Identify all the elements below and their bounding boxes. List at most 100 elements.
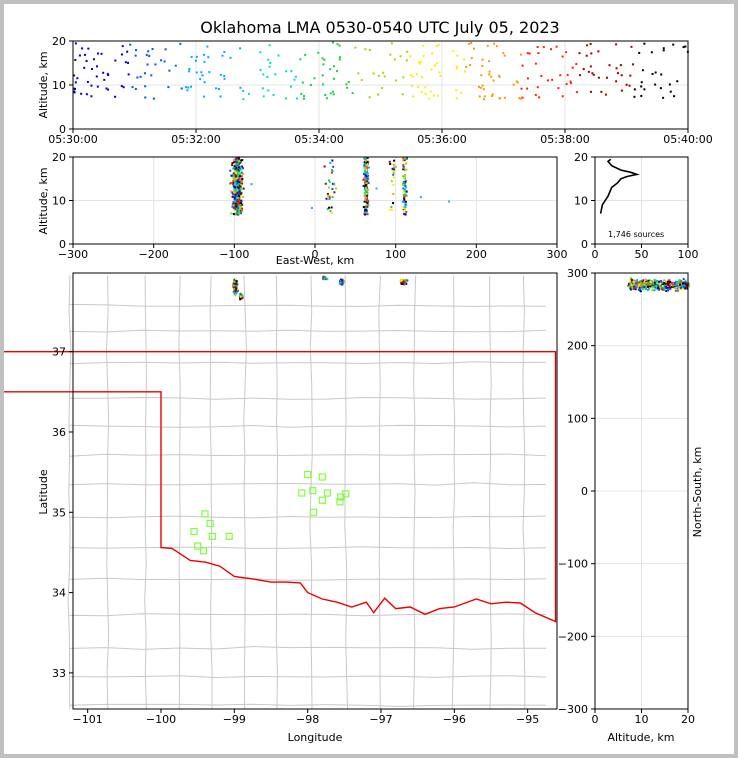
source-point	[419, 196, 422, 199]
source-point	[658, 284, 661, 287]
time-tick-label: 05:36:00	[417, 133, 466, 146]
source-point	[645, 283, 648, 286]
source-point	[652, 283, 655, 286]
source-point	[405, 278, 408, 281]
altitude-tick-label: 10	[52, 195, 66, 208]
source-point	[235, 291, 238, 294]
source-point	[389, 162, 392, 165]
county-line	[522, 275, 526, 710]
source-point	[232, 174, 235, 177]
source-point	[231, 164, 234, 167]
source-point	[608, 64, 611, 67]
source-point	[390, 208, 393, 211]
source-point	[326, 207, 329, 210]
source-point	[364, 169, 367, 172]
source-point	[565, 83, 568, 86]
source-point	[681, 288, 684, 291]
source-point	[575, 63, 578, 66]
source-point	[402, 193, 405, 196]
source-point	[274, 73, 277, 76]
source-point	[654, 83, 657, 86]
source-point	[403, 157, 406, 160]
source-point	[671, 284, 674, 287]
source-point	[234, 178, 237, 181]
source-point	[666, 284, 669, 287]
altitude-tick-label: 10	[635, 713, 649, 726]
source-point	[456, 65, 459, 68]
source-point	[666, 281, 669, 284]
source-point	[555, 45, 558, 48]
source-point	[239, 205, 242, 208]
source-point	[366, 205, 369, 208]
source-point	[290, 70, 293, 73]
source-point	[127, 61, 130, 64]
source-point	[456, 97, 459, 100]
source-point	[83, 53, 86, 56]
source-point	[592, 73, 595, 76]
source-point	[561, 55, 564, 58]
source-point	[277, 54, 280, 57]
source-point	[364, 159, 367, 162]
source-point	[654, 71, 657, 74]
source-point	[520, 87, 523, 90]
source-point	[234, 183, 237, 186]
source-point	[651, 281, 654, 284]
time-altitude-grid	[72, 40, 689, 130]
source-point	[237, 171, 240, 174]
source-point	[638, 286, 641, 289]
source-point	[639, 280, 642, 283]
source-point	[468, 42, 471, 45]
source-point	[239, 170, 242, 173]
longitude-tick-label: −101	[73, 713, 103, 726]
source-point	[232, 193, 235, 196]
time-tick-label: 05:38:00	[540, 133, 589, 146]
source-point	[681, 284, 684, 287]
source-point	[368, 96, 371, 99]
source-point	[236, 174, 239, 177]
source-point	[402, 187, 405, 190]
source-point	[300, 92, 303, 95]
source-point	[403, 183, 406, 186]
altitude-northsouth-xlabel: Altitude, km	[607, 731, 674, 744]
source-point	[233, 188, 236, 191]
source-point	[351, 92, 354, 95]
source-point	[636, 285, 639, 288]
source-point	[230, 174, 233, 177]
source-point	[406, 279, 409, 282]
source-point	[645, 281, 648, 284]
source-point	[405, 157, 408, 160]
source-point	[639, 284, 642, 287]
source-point	[536, 46, 539, 49]
source-point	[294, 75, 297, 78]
source-point	[365, 181, 368, 184]
source-point	[134, 54, 137, 57]
lma-station	[190, 527, 198, 536]
source-point	[105, 87, 108, 90]
source-point	[364, 164, 367, 167]
source-point	[392, 171, 395, 174]
source-point	[239, 207, 242, 210]
source-point	[329, 68, 332, 71]
source-point	[76, 77, 79, 80]
source-point	[239, 165, 242, 168]
source-point	[87, 47, 90, 50]
county-line	[69, 613, 547, 617]
source-point	[186, 89, 189, 92]
source-point	[233, 279, 236, 282]
source-point	[235, 284, 238, 287]
source-point	[234, 213, 237, 216]
latitude-tick-label: 37	[52, 346, 66, 359]
source-point	[550, 48, 553, 51]
source-point	[402, 280, 405, 283]
altitude-tick-label: 10	[574, 195, 588, 208]
source-point	[645, 288, 648, 291]
source-point	[417, 61, 420, 64]
source-point	[403, 158, 406, 161]
source-point	[404, 184, 407, 187]
source-point	[673, 284, 676, 287]
source-point	[633, 285, 636, 288]
source-point	[631, 278, 634, 281]
eastwest-altitude-sources	[229, 157, 451, 216]
time-tick-label: 05:32:00	[171, 133, 220, 146]
source-point	[233, 172, 236, 175]
